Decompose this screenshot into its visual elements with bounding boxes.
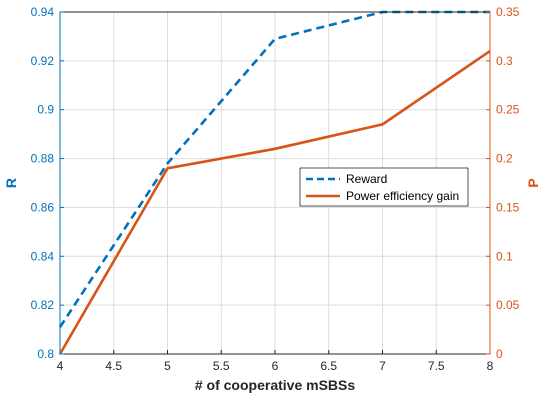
right-tick-label: 0.2 bbox=[496, 152, 513, 166]
right-tick-label: 0.15 bbox=[496, 200, 520, 214]
left-tick-label: 0.86 bbox=[31, 200, 55, 214]
x-tick-label: 5 bbox=[164, 359, 171, 373]
left-tick-label: 0.94 bbox=[31, 5, 55, 19]
x-axis-ticks: 4 4.5 5 5.5 6 6.5 7 7.5 8 bbox=[57, 350, 494, 373]
legend-label-reward: Reward bbox=[346, 172, 387, 186]
right-tick-label: 0.3 bbox=[496, 54, 513, 68]
legend: Reward Power efficiency gain bbox=[299, 167, 469, 207]
right-axis-ticks: 0 0.05 0.1 0.15 0.2 0.25 0.3 0.35 bbox=[486, 5, 520, 361]
x-tick-label: 7.5 bbox=[428, 359, 445, 373]
left-tick-label: 0.88 bbox=[31, 152, 55, 166]
right-tick-label: 0.35 bbox=[496, 5, 520, 19]
x-tick-label: 4.5 bbox=[105, 359, 122, 373]
left-tick-label: 0.82 bbox=[31, 298, 55, 312]
left-tick-label: 0.8 bbox=[37, 347, 54, 361]
series-line-power-efficiency-gain bbox=[58, 50, 491, 355]
x-tick-label: 4 bbox=[57, 359, 64, 373]
right-axis-label: P bbox=[525, 178, 541, 187]
legend-label-power-efficiency-gain: Power efficiency gain bbox=[346, 189, 459, 203]
x-tick-label: 6 bbox=[272, 359, 279, 373]
left-tick-label: 0.84 bbox=[31, 249, 55, 263]
left-tick-label: 0.92 bbox=[31, 54, 55, 68]
right-tick-label: 0.25 bbox=[496, 103, 520, 117]
left-axis-label: R bbox=[3, 178, 19, 188]
x-tick-label: 7 bbox=[379, 359, 386, 373]
right-tick-label: 0 bbox=[496, 347, 503, 361]
x-tick-label: 5.5 bbox=[213, 359, 230, 373]
x-axis-label: # of cooperative mSBSs bbox=[195, 377, 355, 393]
x-tick-label: 6.5 bbox=[320, 359, 337, 373]
right-tick-label: 0.1 bbox=[496, 249, 513, 263]
legend-box bbox=[299, 167, 469, 207]
left-tick-label: 0.9 bbox=[37, 103, 54, 117]
right-tick-label: 0.05 bbox=[496, 298, 520, 312]
x-tick-label: 8 bbox=[487, 359, 494, 373]
left-axis-ticks: 0.8 0.82 0.84 0.86 0.88 0.9 0.92 0.94 bbox=[31, 5, 64, 361]
